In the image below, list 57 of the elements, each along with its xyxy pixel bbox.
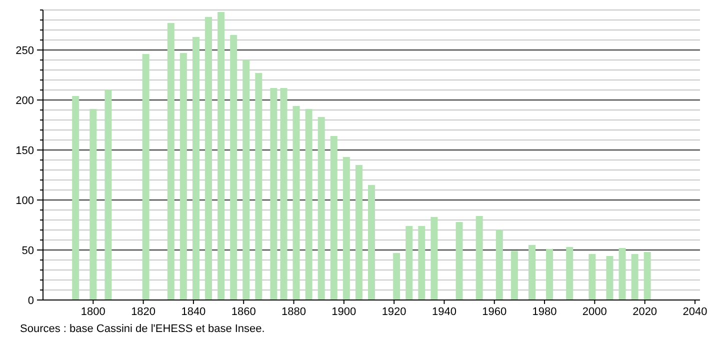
bar: [430, 217, 438, 300]
y-tick-label: 50: [22, 244, 34, 257]
bar: [528, 245, 536, 300]
bar: [393, 253, 400, 300]
x-tick-label: 1860: [231, 306, 256, 318]
x-tick-label: 1980: [532, 306, 557, 318]
x-tick-label: 2020: [632, 306, 658, 318]
bar: [618, 248, 626, 300]
bar: [496, 230, 503, 300]
x-tick-label: 2000: [582, 306, 607, 318]
x-tick-label: 1920: [382, 306, 406, 318]
bar: [342, 157, 350, 300]
bar: [606, 256, 614, 300]
x-tick-label: 1840: [181, 306, 206, 318]
bar: [546, 249, 554, 300]
x-tick-label: 1820: [131, 306, 156, 318]
bar: [280, 88, 288, 300]
bar: [90, 109, 97, 300]
bar: [142, 54, 150, 300]
bar: [192, 37, 200, 300]
bar: [230, 35, 238, 300]
bar: [355, 165, 362, 300]
bar: [510, 251, 518, 300]
x-tick-label: 1940: [432, 306, 456, 318]
bar: [330, 136, 338, 300]
bar: [292, 106, 300, 300]
x-tick-label: 1800: [80, 306, 106, 318]
y-tick-label: 150: [16, 144, 34, 157]
y-tick-label: 0: [28, 294, 34, 307]
x-tick-label: 1900: [332, 306, 356, 318]
bar: [255, 73, 262, 300]
bar: [566, 247, 574, 300]
bar: [476, 216, 483, 300]
bar: [270, 88, 278, 300]
bar: [205, 17, 212, 300]
bar: [406, 226, 413, 300]
y-tick-label: 200: [16, 94, 34, 107]
bar: [631, 254, 638, 300]
x-tick-label: 1880: [282, 306, 306, 318]
bar: [167, 23, 174, 300]
bar: [644, 252, 651, 300]
bar: [456, 222, 463, 300]
bar: [104, 90, 112, 300]
bar: [318, 117, 325, 300]
bar: [305, 109, 312, 300]
y-tick-label: 100: [16, 194, 34, 207]
x-tick-label: 1960: [482, 306, 507, 318]
bar: [72, 96, 80, 300]
bar: [368, 185, 375, 300]
x-tick-label: 2040: [682, 306, 708, 318]
source-note: Sources : base Cassini de l'EHESS et base Insee.: [20, 323, 265, 335]
bar: [180, 53, 187, 300]
bar: [418, 226, 426, 300]
bar: [588, 254, 596, 300]
y-tick-label: 250: [16, 44, 34, 57]
bar: [242, 60, 250, 300]
bar: [218, 12, 225, 300]
